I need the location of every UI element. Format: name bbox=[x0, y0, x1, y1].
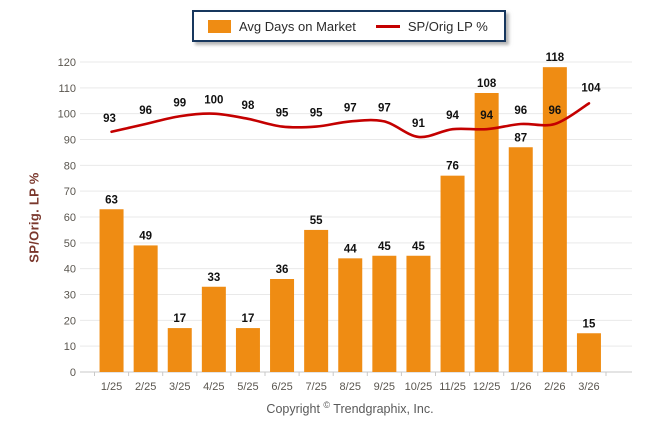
bar bbox=[99, 209, 124, 372]
x-tick-label: 3/25 bbox=[169, 381, 190, 393]
x-tick-label: 11/25 bbox=[439, 381, 466, 393]
y-tick-label: 60 bbox=[64, 212, 76, 224]
line-value-label: 94 bbox=[480, 110, 493, 122]
x-tick-label: 4/25 bbox=[203, 381, 224, 393]
y-tick-label: 90 bbox=[64, 135, 76, 147]
y-tick-label: 110 bbox=[58, 83, 76, 95]
line-value-label: 94 bbox=[446, 110, 459, 122]
y-axis-title: SP/Orig. LP % bbox=[26, 172, 42, 263]
bar-value-label: 44 bbox=[344, 243, 357, 255]
y-tick-label: 120 bbox=[58, 57, 76, 69]
bar-value-label: 55 bbox=[310, 215, 323, 227]
line-value-label: 93 bbox=[103, 113, 116, 125]
bar-value-label: 49 bbox=[139, 230, 152, 242]
bar bbox=[270, 279, 295, 372]
bar-value-label: 45 bbox=[378, 241, 391, 253]
y-tick-label: 10 bbox=[64, 341, 76, 353]
bar-value-label: 17 bbox=[173, 313, 186, 325]
bar-value-label: 45 bbox=[412, 241, 425, 253]
y-tick-label: 20 bbox=[64, 315, 76, 327]
line-value-label: 97 bbox=[344, 102, 357, 114]
bar-value-label: 33 bbox=[207, 272, 220, 284]
y-tick-label: 40 bbox=[64, 264, 76, 276]
x-tick-label: 12/25 bbox=[473, 381, 501, 393]
y-tick-label: 0 bbox=[70, 367, 76, 379]
legend-item-line-series: SP/Orig LP % bbox=[356, 19, 488, 34]
x-tick-label: 3/26 bbox=[578, 381, 599, 393]
bar-value-label: 36 bbox=[276, 264, 289, 276]
legend-line-label: SP/Orig LP % bbox=[407, 18, 488, 34]
bar bbox=[372, 255, 397, 372]
bar bbox=[406, 255, 431, 372]
line-value-label: 95 bbox=[310, 108, 323, 120]
bar-value-label: 17 bbox=[242, 313, 255, 325]
x-tick-label: 1/25 bbox=[101, 381, 122, 393]
bar-value-label: 76 bbox=[446, 161, 459, 173]
y-tick-label: 50 bbox=[64, 238, 76, 250]
x-tick-label: 1/26 bbox=[510, 381, 531, 393]
copyright-suffix: Trendgraphix, Inc. bbox=[333, 402, 434, 416]
trend-line bbox=[110, 102, 591, 139]
x-tick-label: 2/26 bbox=[544, 381, 565, 393]
x-tick-label: 5/25 bbox=[237, 381, 258, 393]
x-tick-label: 9/25 bbox=[374, 381, 395, 393]
bar-value-label: 108 bbox=[477, 78, 497, 90]
legend-bar-label: Avg Days on Market bbox=[239, 18, 356, 34]
bar bbox=[508, 147, 533, 372]
line-series-swatch-icon bbox=[375, 24, 400, 28]
bar bbox=[576, 333, 601, 372]
line-value-label: 104 bbox=[581, 82, 601, 94]
line-value-label: 91 bbox=[412, 118, 425, 130]
line-value-label: 96 bbox=[514, 105, 527, 117]
x-tick-label: 10/25 bbox=[405, 381, 433, 393]
y-tick-label: 30 bbox=[64, 290, 76, 302]
copyright-prefix: Copyright bbox=[266, 402, 320, 416]
x-tick-label: 6/25 bbox=[271, 381, 292, 393]
x-tick-label: 7/25 bbox=[305, 381, 326, 393]
line-value-label: 96 bbox=[548, 105, 561, 117]
line-value-label: 96 bbox=[139, 105, 152, 117]
bar bbox=[474, 93, 499, 372]
bar bbox=[338, 258, 363, 372]
bar bbox=[304, 229, 329, 372]
copyright-symbol: © bbox=[323, 399, 331, 410]
bar bbox=[201, 286, 226, 372]
bar bbox=[167, 328, 192, 372]
y-tick-label: 70 bbox=[64, 186, 76, 198]
line-value-label: 98 bbox=[242, 100, 255, 112]
chart-legend: Avg Days on Market SP/Orig LP % bbox=[192, 10, 506, 42]
bar bbox=[542, 67, 567, 373]
bar bbox=[133, 245, 158, 372]
bar-value-label: 15 bbox=[583, 318, 596, 330]
bar bbox=[235, 328, 260, 372]
bar-series-swatch-icon bbox=[208, 19, 231, 33]
y-tick-label: 100 bbox=[58, 109, 76, 121]
x-tick-label: 8/25 bbox=[340, 381, 361, 393]
line-value-label: 99 bbox=[173, 97, 186, 109]
line-value-label: 95 bbox=[276, 108, 289, 120]
bar-value-label: 118 bbox=[546, 52, 565, 64]
x-tick-label: 2/25 bbox=[135, 381, 156, 393]
bar-value-label: 87 bbox=[514, 132, 527, 144]
bar bbox=[440, 175, 465, 372]
bar-value-label: 63 bbox=[105, 194, 118, 206]
line-value-label: 97 bbox=[378, 102, 391, 114]
legend-item-bar-series: Avg Days on Market bbox=[208, 19, 356, 34]
y-tick-label: 80 bbox=[64, 160, 76, 172]
line-value-label: 100 bbox=[204, 95, 223, 107]
copyright-text: Copyright © Trendgraphix, Inc. bbox=[0, 399, 646, 416]
